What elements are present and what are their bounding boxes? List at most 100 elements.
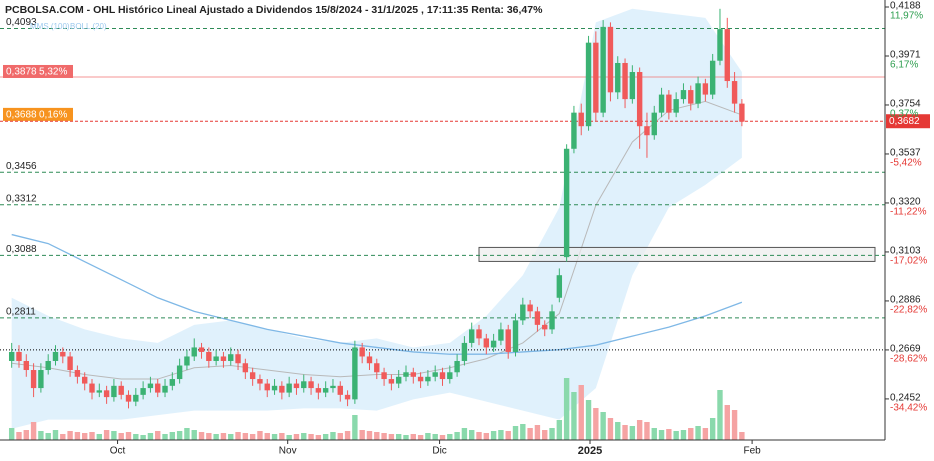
level-box [3, 107, 73, 121]
volume-bar [571, 392, 577, 440]
y-tick-label: 0,2886 [890, 295, 921, 306]
volume-bar [140, 435, 146, 440]
candle-body [658, 94, 665, 113]
candle-body [549, 311, 555, 330]
volume-bar [271, 434, 278, 440]
candle-body [651, 112, 657, 136]
candle-body [366, 356, 373, 364]
volume-bar [395, 434, 402, 440]
candle-body [60, 351, 66, 357]
volume-bar [125, 432, 132, 440]
volume-bar [585, 400, 592, 440]
volume-bar [607, 418, 614, 440]
volume-bar [8, 428, 15, 440]
candle-body [125, 394, 132, 402]
volume-bar [512, 426, 519, 440]
volume-bar [213, 434, 219, 440]
x-tick-label: Oct [110, 446, 126, 457]
candle-body [505, 329, 511, 352]
candle-body [96, 390, 103, 393]
volume-bar [483, 433, 490, 440]
candle-body [155, 383, 161, 393]
x-tick-label: Dic [432, 446, 446, 457]
candle-body [308, 381, 314, 389]
volume-bar [709, 418, 716, 440]
volume-bar [103, 430, 110, 440]
candle-body [425, 376, 431, 382]
candle-body [82, 376, 88, 384]
volume-bar [52, 430, 59, 440]
volume-bar [206, 433, 212, 440]
volume-bar [337, 433, 343, 440]
candle-body [461, 342, 468, 361]
candle-body [432, 372, 438, 377]
candle-body [162, 385, 168, 393]
y-tick-label: 0,3754 [890, 99, 921, 110]
volume-bar [600, 412, 606, 440]
volume-bar [118, 433, 124, 440]
candle-body [542, 324, 548, 330]
candle-body [439, 372, 446, 380]
volume-bar [286, 435, 292, 440]
candle-body [52, 351, 59, 361]
volume-bar [556, 420, 563, 440]
volume-bar [403, 435, 409, 440]
candle-body [279, 385, 285, 393]
bollinger-band [11, 8, 742, 429]
y-tick-pct: 11,97% [890, 11, 923, 22]
candle-body [636, 72, 643, 127]
volume-bar [688, 428, 694, 440]
candle-body [191, 347, 197, 357]
candle-body [67, 356, 73, 371]
candle-body [709, 60, 716, 95]
volume-bar [67, 431, 73, 440]
volume-bar [242, 433, 249, 440]
candle-body [717, 29, 723, 61]
candle-body [724, 29, 730, 82]
volume-bar [96, 434, 103, 440]
candle-body [140, 388, 146, 395]
candle-body [571, 112, 577, 149]
volume-bar [498, 430, 504, 440]
candle-body [337, 385, 343, 395]
volume-bar [425, 433, 431, 440]
candle-body [301, 381, 307, 389]
candle-body [629, 72, 636, 100]
candle-body [593, 42, 599, 113]
candle-body [213, 356, 219, 361]
legend-entry: MMS (100) [30, 22, 70, 31]
y-tick-label: 0,3103 [890, 246, 921, 257]
candle-body [176, 365, 183, 380]
candle-body [257, 379, 263, 384]
volume-bar [673, 431, 679, 440]
candle-body [111, 385, 117, 398]
volume-bar [381, 433, 387, 440]
candle-body [74, 370, 81, 377]
level-label: 0,4093 [6, 17, 37, 28]
candle-body [688, 90, 694, 104]
level-label: 0,3688 [6, 110, 37, 121]
volume-bar [23, 430, 29, 440]
volume-bar [264, 433, 270, 440]
volume-bar [366, 431, 373, 440]
candle-body [622, 62, 628, 100]
candle-body [118, 385, 124, 395]
candle-body [38, 370, 44, 389]
volume-bar [16, 432, 22, 440]
candle-body [410, 372, 416, 377]
candle-body [498, 329, 504, 341]
volume-bar [461, 428, 468, 440]
y-tick-pct: -11,22% [890, 207, 927, 218]
candle-body [381, 372, 387, 380]
volume-bar [176, 431, 183, 440]
candle-body [695, 83, 701, 104]
y-tick-label: 0,4188 [890, 1, 921, 12]
volume-bar [702, 428, 709, 440]
volume-bar [563, 378, 570, 440]
candle-body [45, 360, 51, 371]
candle-body [330, 385, 336, 389]
y-tick-pct: 6,17% [890, 60, 918, 71]
volume-bar [731, 410, 738, 440]
volume-bar [388, 434, 395, 440]
